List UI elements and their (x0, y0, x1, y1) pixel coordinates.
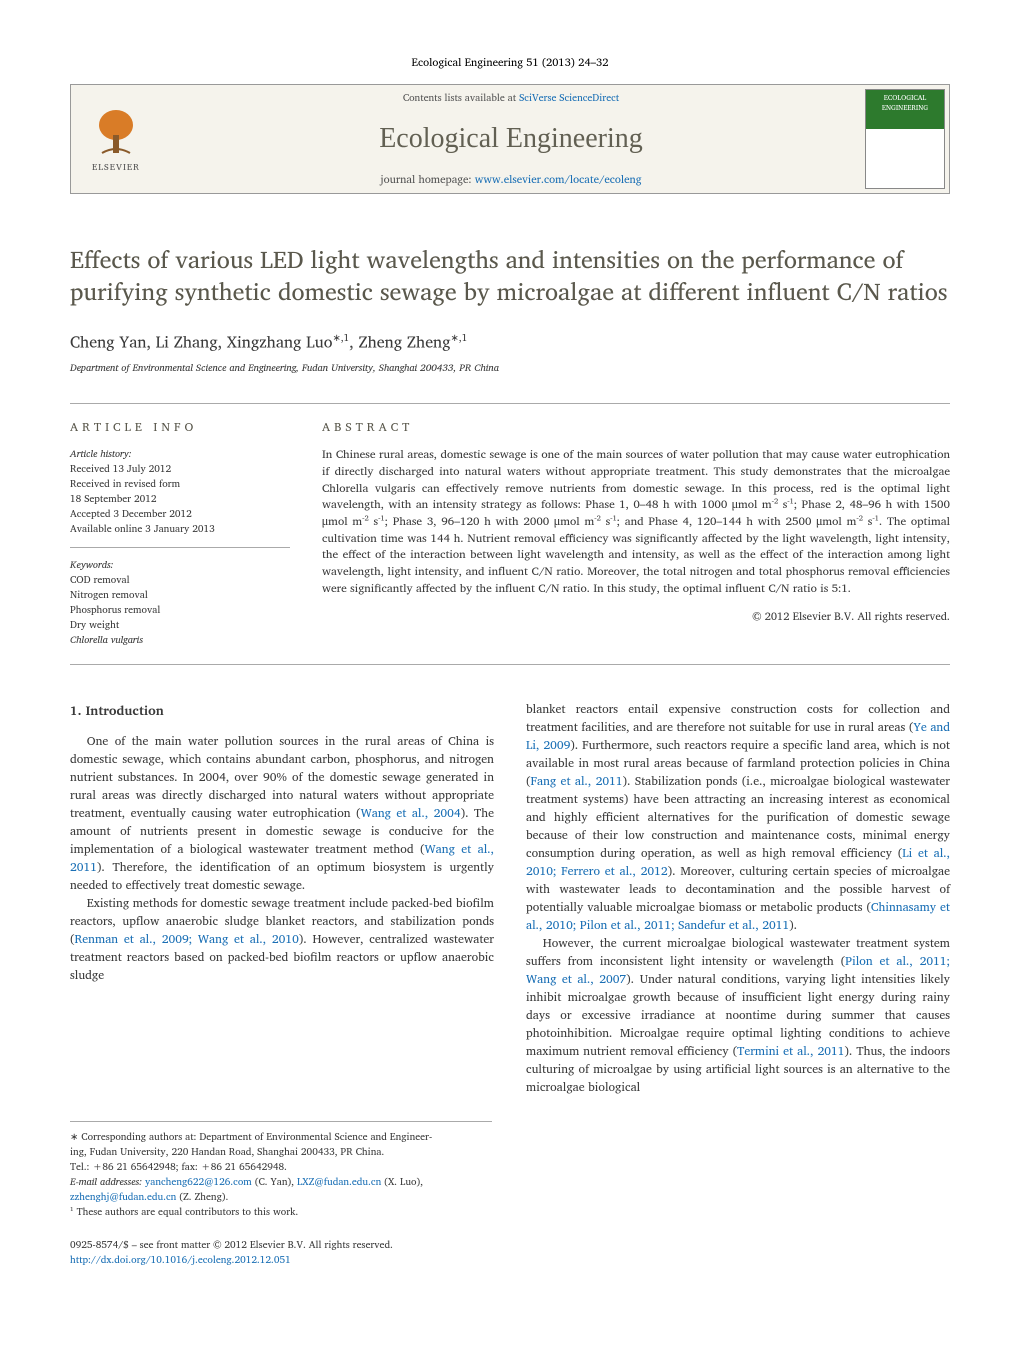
author4-sup: ∗,1 (451, 330, 468, 346)
homepage-line: journal homepage: www.elsevier.com/locat… (380, 172, 641, 187)
keyword-0: COD removal (70, 573, 290, 588)
tel-fax: Tel.: +86 21 65642948; fax: +86 21 65642… (70, 1160, 492, 1175)
col1-p1c: ). Therefore, the identification of an o… (70, 858, 494, 895)
homepage-prefix: journal homepage: (380, 170, 474, 188)
journal-banner: ELSEVIER Contents lists available at Sci… (70, 84, 950, 194)
footnotes: ∗ Corresponding authors at: Department o… (70, 1121, 492, 1220)
ref-renman[interactable]: Renman et al., 2009; Wang et al., 2010 (75, 930, 299, 949)
contents-prefix: Contents lists available at (403, 90, 519, 106)
ref-termini[interactable]: Termini et al., 2011 (737, 1042, 844, 1061)
author-list: Cheng Yan, Li Zhang, Xingzhang Luo∗,1, Z… (70, 331, 950, 354)
body-column-left: 1. Introduction One of the main water po… (70, 701, 494, 1097)
banner-center: Contents lists available at SciVerse Sci… (161, 85, 861, 193)
abstract-copyright: © 2012 Elsevier B.V. All rights reserved… (322, 609, 950, 624)
keywords-title: Keywords: (70, 558, 290, 573)
history-online: Available online 3 January 2013 (70, 522, 290, 537)
article-title: Effects of various LED light wavelengths… (70, 244, 950, 306)
history-title: Article history: (70, 447, 290, 462)
abstract-text: In Chinese rural areas, domestic sewage … (322, 447, 950, 597)
abstract-heading: abstract (322, 420, 950, 437)
history-received: Received 13 July 2012 (70, 462, 290, 477)
authors-part1: Cheng Yan, Li Zhang, Xingzhang Luo (70, 329, 332, 355)
homepage-link[interactable]: www.elsevier.com/locate/ecoleng (475, 170, 642, 188)
email-prefix: E-mail addresses: (70, 1174, 145, 1190)
equal-contrib-note: ¹ These authors are equal contributors t… (70, 1205, 492, 1220)
keyword-3: Dry weight (70, 618, 290, 633)
history-accepted: Accepted 3 December 2012 (70, 507, 290, 522)
author4: , Zheng Zheng (349, 329, 450, 355)
elsevier-tree-icon (92, 105, 140, 161)
email-2[interactable]: LXZ@fudan.edu.cn (297, 1174, 381, 1190)
journal-title: Ecological Engineering (379, 119, 643, 158)
history-revised-l2: 18 September 2012 (70, 492, 290, 507)
corresponding-author-l2: ing, Fudan University, 220 Handan Road, … (70, 1145, 492, 1160)
email-1[interactable]: yancheng622@126.com (145, 1174, 252, 1190)
keywords: Keywords: COD removal Nitrogen removal P… (70, 558, 290, 648)
ref-wang2004[interactable]: Wang et al., 2004 (361, 804, 461, 823)
history-revised-l1: Received in revised form (70, 477, 290, 492)
article-info-panel: article info Article history: Received 1… (70, 404, 290, 664)
keyword-2: Phosphorus removal (70, 603, 290, 618)
journal-citation-header: Ecological Engineering 51 (2013) 24–32 (70, 55, 950, 70)
article-history: Article history: Received 13 July 2012 R… (70, 447, 290, 548)
col2-p1a: blanket reactors entail expensive constr… (526, 700, 950, 737)
contents-line: Contents lists available at SciVerse Sci… (403, 91, 619, 105)
col2-p1e: ). (789, 916, 797, 935)
email-1-who: (C. Yan), (252, 1174, 297, 1190)
email-3[interactable]: zzhenghj@fudan.edu.cn (70, 1189, 176, 1205)
section-1-heading: 1. Introduction (70, 701, 494, 721)
corresponding-author-l1: ∗ Corresponding authors at: Department o… (70, 1130, 492, 1145)
journal-cover-thumbnail: ECOLOGICAL ENGINEERING (865, 89, 945, 189)
body-column-right: blanket reactors entail expensive constr… (526, 701, 950, 1097)
page-footer: 0925-8574/$ – see front matter © 2012 El… (70, 1238, 950, 1268)
elsevier-logo-text: ELSEVIER (92, 161, 140, 174)
keyword-1: Nitrogen removal (70, 588, 290, 603)
email-3-who: (Z. Zheng). (176, 1189, 228, 1205)
footer-copyright: 0925-8574/$ – see front matter © 2012 El… (70, 1238, 950, 1253)
sciencedirect-link[interactable]: SciVerse ScienceDirect (519, 90, 619, 106)
author3-sup: ∗,1 (332, 330, 349, 346)
doi-link[interactable]: http://dx.doi.org/10.1016/j.ecoleng.2012… (70, 1252, 291, 1268)
ref-fang[interactable]: Fang et al., 2011 (531, 772, 623, 791)
affiliation: Department of Environmental Science and … (70, 361, 950, 375)
email-2-who: (X. Luo), (381, 1174, 423, 1190)
article-info-heading: article info (70, 420, 290, 437)
keyword-4: Chlorella vulgaris (70, 633, 290, 648)
abstract-panel: abstract In Chinese rural areas, domesti… (322, 404, 950, 664)
elsevier-logo: ELSEVIER (71, 85, 161, 193)
